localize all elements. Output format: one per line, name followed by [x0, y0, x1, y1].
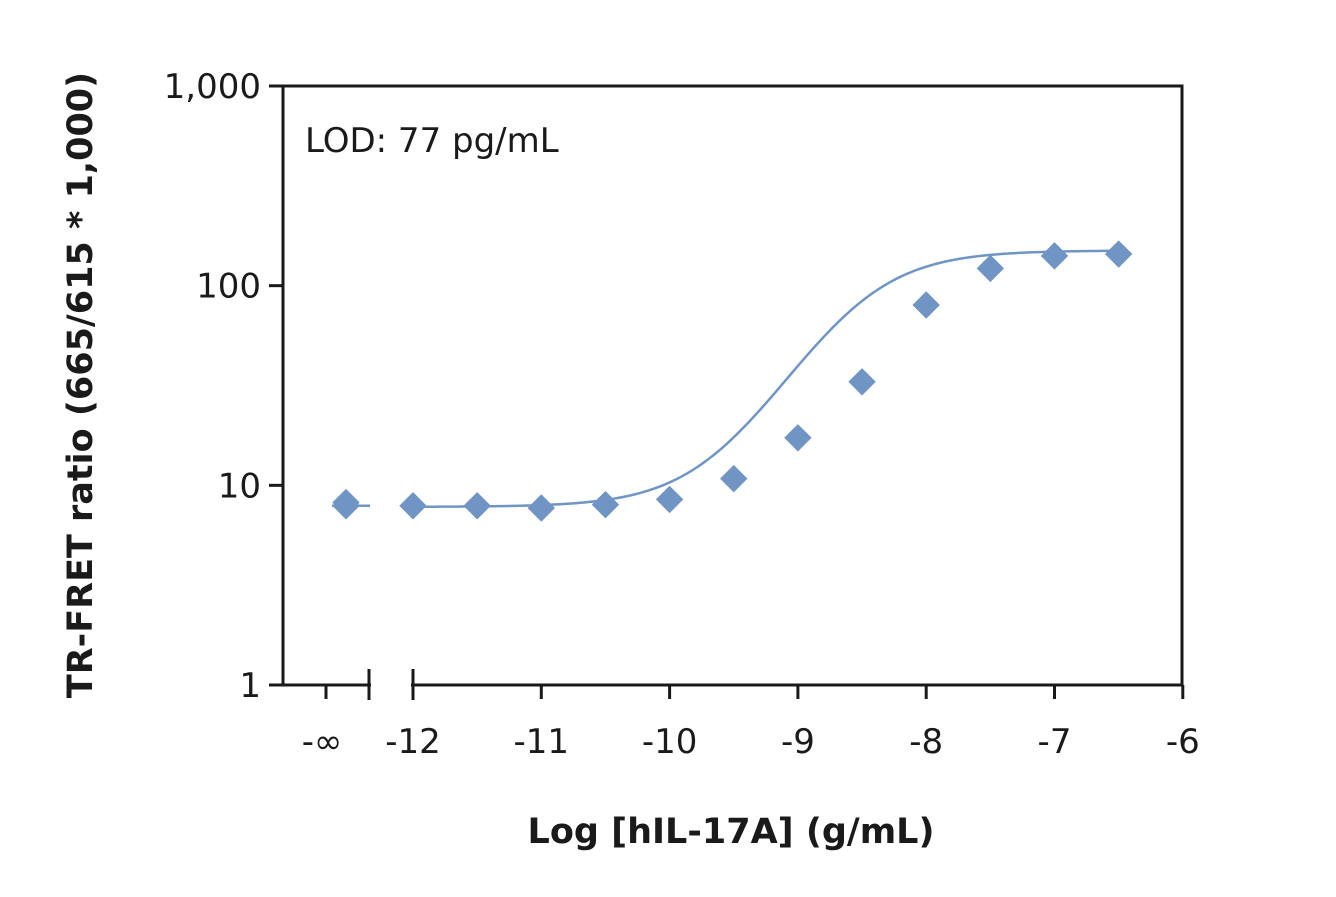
y-tick-label: 100	[196, 267, 261, 307]
zero-conc-point	[332, 488, 360, 517]
x-axis-title: Log [hIL-17A] (g/mL)	[528, 812, 935, 852]
axis-break-gap	[371, 680, 411, 690]
x-tick-label: -10	[642, 722, 698, 762]
y-tick-label: 1,000	[164, 67, 261, 107]
x-tick-label: -12	[385, 722, 441, 762]
x-tick-label: -11	[514, 722, 570, 762]
axes-layer: 1 10 100 1,000 -12 -11 -10 -9 -8 -7 -6 -∞	[164, 67, 1200, 762]
plot-frame	[281, 84, 1184, 687]
data-point	[976, 254, 1005, 283]
data-points-layer	[332, 240, 1133, 522]
data-point	[912, 291, 940, 319]
data-point	[591, 490, 620, 519]
data-point	[720, 464, 748, 493]
x-tick-label: -9	[781, 722, 815, 762]
y-tick-label: 10	[218, 466, 261, 506]
fit-curve	[413, 249, 1119, 509]
data-point	[1040, 242, 1069, 270]
y-tick-label: 1	[239, 666, 261, 706]
x-tick-label: -8	[909, 722, 943, 762]
data-point	[784, 424, 812, 452]
fit-curve-layer	[332, 249, 1119, 509]
data-point	[655, 485, 684, 514]
x-tick-label: -7	[1038, 722, 1072, 762]
data-point	[463, 492, 491, 520]
x-tick-label: -6	[1166, 722, 1200, 762]
data-point	[399, 492, 427, 520]
y-axis-title: TR-FRET ratio (665/615 * 1,000)	[61, 72, 101, 698]
data-point	[1104, 240, 1133, 268]
x-break-label: -∞	[302, 722, 343, 762]
data-point	[527, 494, 556, 522]
data-point	[848, 368, 876, 396]
lod-annotation: LOD: 77 pg/mL	[305, 121, 559, 161]
